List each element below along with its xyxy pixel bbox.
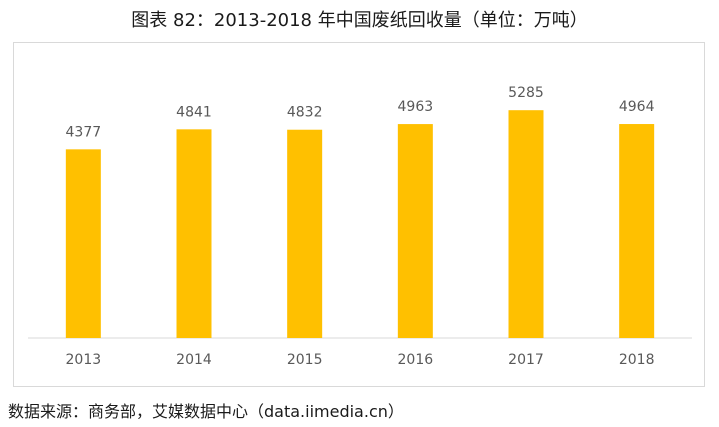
- bar-2013: [65, 149, 101, 338]
- chart-title: 图表 82：2013-2018 年中国废纸回收量（单位：万吨）: [131, 10, 588, 31]
- chart-frame: [13, 42, 705, 387]
- bar-2014: [176, 129, 212, 338]
- bar-2015: [287, 129, 323, 338]
- x-tick-label-2016: 2016: [398, 352, 434, 368]
- x-tick-label-2014: 2014: [176, 352, 212, 368]
- bar-2016: [397, 124, 433, 339]
- x-tick-label-2015: 2015: [287, 352, 323, 368]
- x-tick-label-2018: 2018: [619, 352, 655, 368]
- bar-2017: [508, 110, 544, 338]
- x-tick-label-2017: 2017: [508, 352, 544, 368]
- data-label-2014: 4841: [176, 104, 212, 120]
- data-label-2018: 4964: [619, 99, 655, 115]
- data-label-2015: 4832: [287, 105, 323, 121]
- x-tick-label-2013: 2013: [66, 352, 102, 368]
- data-label-2013: 4377: [66, 124, 102, 140]
- bar-2018: [619, 124, 655, 338]
- data-label-2016: 4963: [398, 99, 434, 115]
- data-label-2017: 5285: [508, 85, 544, 101]
- source-note: 数据来源：商务部，艾媒数据中心（data.iimedia.cn）: [8, 402, 404, 421]
